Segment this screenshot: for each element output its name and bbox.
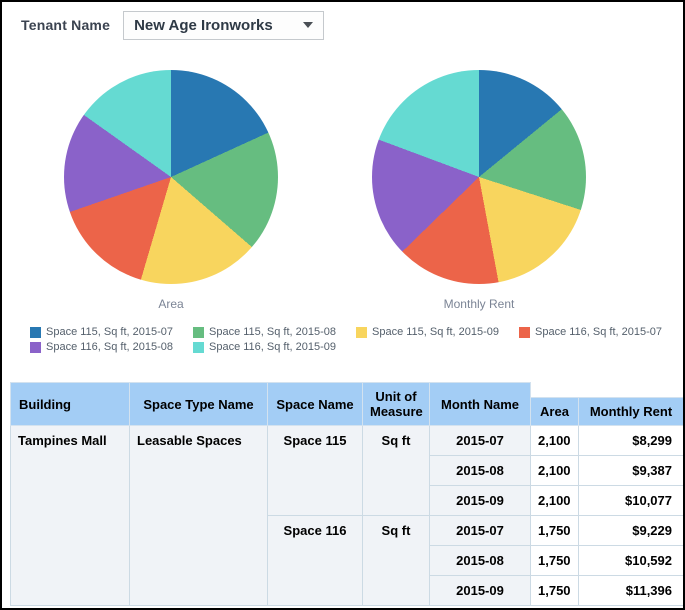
table-row: 2015-09 1,750 $11,396: [11, 575, 683, 606]
table-cell: $10,592: [578, 545, 683, 576]
col-header-monthly-rent: Monthly Rent: [578, 397, 683, 426]
legend-label: Space 115, Sq ft, 2015-08: [209, 326, 336, 338]
table-cell: 2015-08: [429, 545, 531, 576]
area-chart-title: Area: [158, 297, 184, 311]
table-cell: 1,750: [530, 545, 579, 576]
table-cell: 2,100: [530, 425, 579, 456]
chart-legend: Space 115, Sq ft, 2015-07 Space 115, Sq f…: [30, 326, 662, 354]
legend-swatch-icon: [356, 327, 367, 338]
area-pie-chart[interactable]: [64, 70, 278, 284]
col-header-building: Building: [10, 382, 130, 426]
table-row: 2015-08 2,100 $9,387: [11, 455, 683, 486]
header-spacer: [530, 382, 683, 398]
col-header-space-type-name: Space Type Name: [129, 382, 268, 426]
legend-swatch-icon: [193, 342, 204, 353]
legend-swatch-icon: [30, 327, 41, 338]
table-cell: 2015-09: [429, 575, 531, 606]
legend-label: Space 115, Sq ft, 2015-09: [372, 326, 499, 338]
table-cell: Leasable Spaces: [129, 425, 268, 606]
monthly-rent-chart-title: Monthly Rent: [443, 297, 515, 311]
table-row: 2015-09 2,100 $10,077: [11, 485, 683, 516]
legend-label: Space 115, Sq ft, 2015-07: [46, 326, 173, 338]
table-cell: Sq ft: [362, 515, 430, 606]
filter-bar: Tenant Name New Age Ironworks: [21, 10, 325, 40]
monthly-rent-pie-chart[interactable]: [372, 70, 586, 284]
table-cell: $9,387: [578, 455, 683, 486]
col-header-month-name: Month Name: [429, 382, 531, 426]
table-cell: 2,100: [530, 485, 579, 516]
table-cell: 2015-07: [429, 515, 531, 546]
tenant-name-selected-value: New Age Ironworks: [134, 16, 273, 34]
legend-item: Space 116, Sq ft, 2015-09: [193, 341, 336, 354]
table-cell: 2015-09: [429, 485, 531, 516]
col-header-unit-of-measure: Unit of Measure: [362, 382, 430, 426]
legend-item: Space 115, Sq ft, 2015-08: [193, 326, 336, 339]
table-cell: Sq ft: [362, 425, 430, 516]
tenant-name-select[interactable]: New Age Ironworks: [123, 10, 325, 40]
table-cell: Space 116: [267, 515, 363, 606]
legend-label: Space 116, Sq ft, 2015-08: [46, 341, 173, 353]
legend-label: Space 116, Sq ft, 2015-07: [535, 326, 662, 338]
table-cell: 2015-07: [429, 425, 531, 456]
table-cell: $11,396: [578, 575, 683, 606]
table-cell: $8,299: [578, 425, 683, 456]
col-header-area: Area: [530, 397, 579, 426]
table-cell: Tampines Mall: [10, 425, 130, 606]
table-row: Tampines Mall Leasable Spaces Space 115 Sq …: [10, 425, 683, 606]
table-cell: $9,229: [578, 515, 683, 546]
pivot-table: Building Space Type Name Space Name Unit…: [10, 382, 683, 606]
chevron-down-icon: [303, 22, 314, 28]
legend-item: Space 115, Sq ft, 2015-09: [356, 326, 499, 339]
table-cell: 2,100: [530, 455, 579, 486]
legend-item: Space 116, Sq ft, 2015-07: [519, 326, 662, 339]
table-row: 2015-08 1,750 $10,592: [11, 545, 683, 576]
legend-swatch-icon: [519, 327, 530, 338]
table-row: Space 116 Sq ft 2015-07 1,750 $9,229: [11, 515, 683, 606]
tenant-name-label: Tenant Name: [21, 17, 111, 33]
legend-label: Space 116, Sq ft, 2015-09: [209, 341, 336, 353]
col-header-space-name: Space Name: [267, 382, 363, 426]
legend-swatch-icon: [193, 327, 204, 338]
legend-item: Space 116, Sq ft, 2015-08: [30, 341, 173, 354]
table-cell: Space 115: [267, 425, 363, 516]
table-cell: $10,077: [578, 485, 683, 516]
table-cell: 2015-08: [429, 455, 531, 486]
legend-swatch-icon: [30, 342, 41, 353]
table-cell: 1,750: [530, 575, 579, 606]
legend-item: Space 115, Sq ft, 2015-07: [30, 326, 173, 339]
table-cell: 1,750: [530, 515, 579, 546]
